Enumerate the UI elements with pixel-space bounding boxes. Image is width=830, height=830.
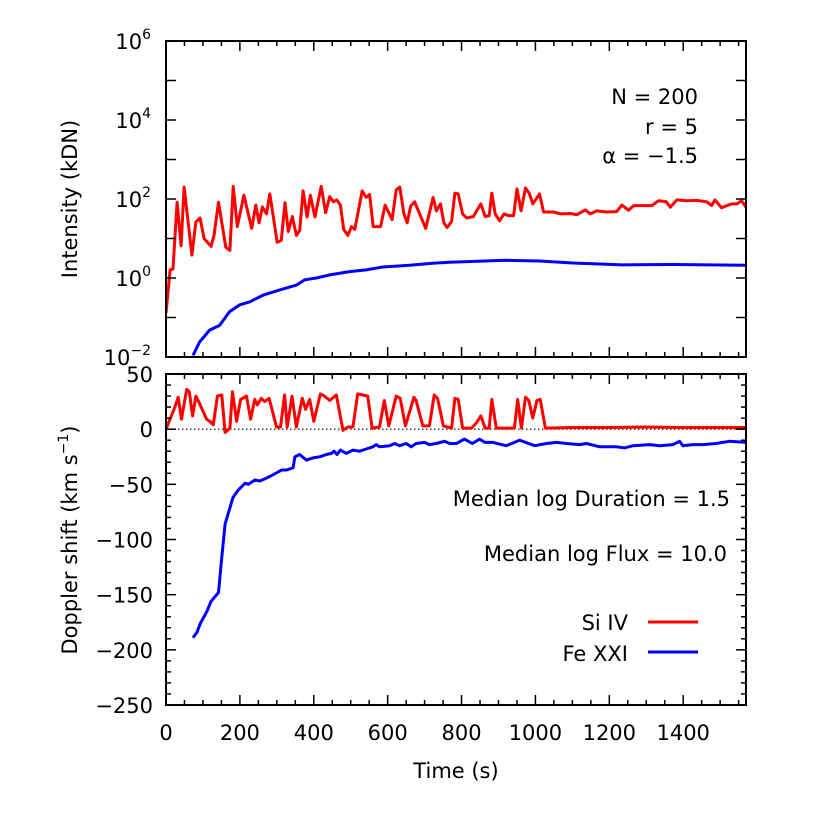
y-tick-label: 106	[115, 27, 151, 54]
x-tick-label: 0	[159, 721, 172, 745]
annotation-median-flux: Median log Flux = 10.0	[484, 542, 727, 566]
annotation-median-duration: Median log Duration = 1.5	[453, 487, 730, 511]
top-annotation-r: r = 5	[645, 115, 698, 139]
series-line-intensity-si-iv	[166, 184, 746, 314]
top-y-axis-label: Intensity (kDN)	[58, 120, 82, 279]
y-tick-label: −250	[95, 694, 153, 718]
y-tick-label: 0	[140, 418, 153, 442]
series-line-intensity-fe-xxi	[191, 258, 746, 357]
legend-label-si-iv: Si IV	[582, 611, 629, 635]
bottom-y-axis-label-end: )	[58, 425, 82, 433]
y-tick-label-exponent: 6	[142, 27, 151, 43]
y-tick-label-base: 10	[104, 346, 131, 370]
y-tick-label: 102	[115, 185, 151, 212]
y-tick-label-exponent: 0	[142, 264, 151, 280]
top-annotation-n: N = 200	[611, 85, 698, 109]
x-tick-label: 800	[441, 721, 481, 745]
x-tick-label: 600	[368, 721, 408, 745]
legend-label-fe-xxi: Fe XXI	[563, 642, 629, 666]
series-line-doppler-fe-xxi	[191, 437, 746, 639]
bottom-y-axis-label-sup: −1	[56, 434, 72, 455]
y-tick-label-exponent: −2	[130, 343, 151, 359]
bottom-y-axis-label: Doppler shift (km s−1)	[56, 425, 82, 654]
x-tick-label: 1400	[656, 721, 709, 745]
y-tick-label-exponent: 4	[142, 106, 151, 122]
y-tick-label: −50	[109, 473, 153, 497]
y-tick-label: 10−2	[104, 343, 151, 370]
y-tick-label-base: 10	[115, 109, 142, 133]
y-tick-label: −200	[95, 639, 153, 663]
y-tick-label: 100	[115, 264, 151, 291]
y-tick-label: −150	[95, 584, 153, 608]
y-tick-label: 104	[115, 106, 151, 133]
x-axis-label: Time (s)	[412, 759, 498, 783]
y-tick-label-base: 10	[115, 267, 142, 291]
x-tick-label: 1000	[509, 721, 562, 745]
y-tick-label-base: 10	[115, 30, 142, 54]
plot-frame	[165, 373, 747, 706]
series-line-doppler-si-iv	[166, 387, 746, 434]
y-tick-label-base: 10	[115, 188, 142, 212]
x-tick-label: 1200	[583, 721, 636, 745]
y-tick-label: −100	[95, 529, 153, 553]
top-annotation-alpha: α = −1.5	[602, 144, 698, 168]
y-tick-label-exponent: 2	[142, 185, 151, 201]
bottom-y-axis-label-main: Doppler shift (km s	[58, 454, 82, 654]
x-tick-label: 200	[220, 721, 260, 745]
y-tick-label: 50	[126, 363, 153, 387]
x-tick-label: 400	[294, 721, 334, 745]
